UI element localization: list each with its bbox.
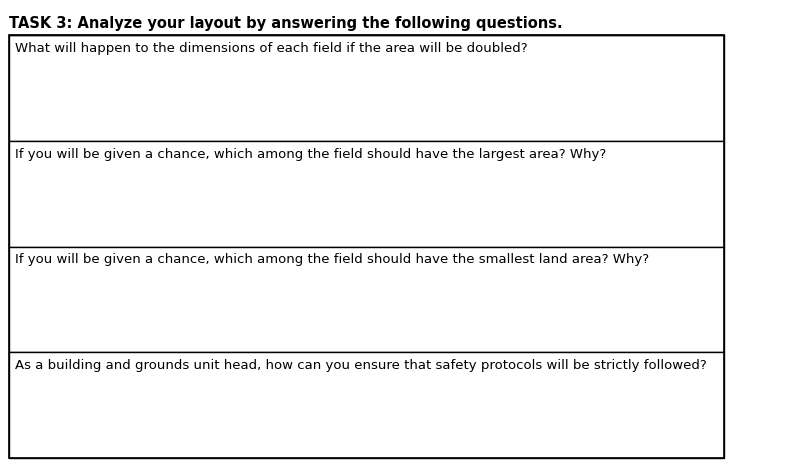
Text: As a building and grounds unit head, how can you ensure that safety protocols wi: As a building and grounds unit head, how… [15, 359, 707, 372]
Text: If you will be given a chance, which among the field should have the smallest la: If you will be given a chance, which amo… [15, 254, 650, 267]
Bar [10, 246, 724, 352]
Bar [10, 352, 724, 458]
Text: If you will be given a chance, which among the field should have the largest are: If you will be given a chance, which amo… [15, 148, 607, 161]
Text: TASK 3: Analyze your layout by answering the following questions.: TASK 3: Analyze your layout by answering… [10, 16, 563, 31]
Text: What will happen to the dimensions of each field if the area will be doubled?: What will happen to the dimensions of ea… [15, 42, 528, 55]
Bar [10, 141, 724, 246]
Bar [10, 35, 724, 141]
